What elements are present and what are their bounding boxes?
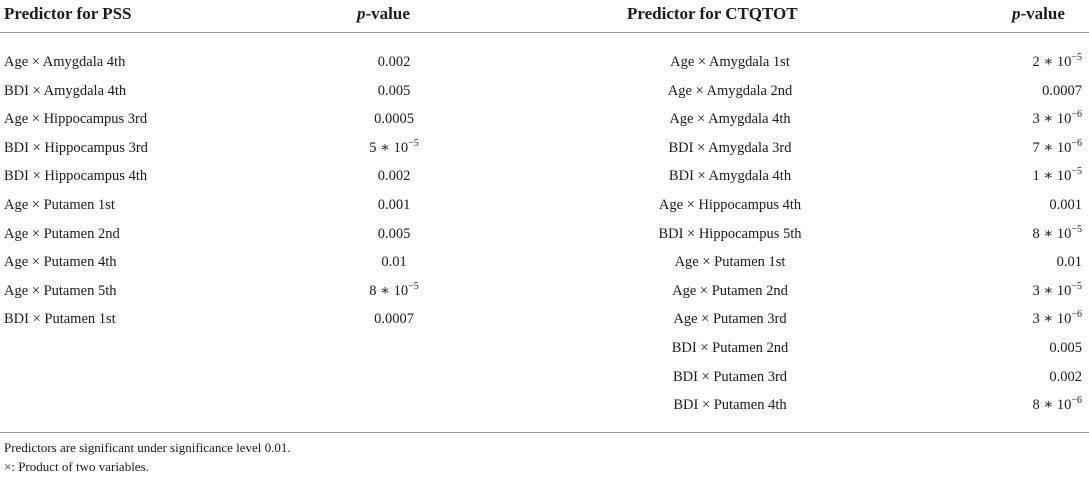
header-predictor-pss: Predictor for PSS [4,4,132,23]
p-value-cell: 8 ∗ 10−5 [300,277,488,306]
p-value-cell: 0.005 [377,225,411,242]
header-p-value-right: p-value [1012,4,1065,23]
predictor-cell: Age × Hippocampus 3rd [4,111,148,128]
p-value-cell: 1 ∗ 10−5 [860,162,1083,191]
predictor-cell: Age × Amygdala 2nd [667,82,793,99]
p-value-cell: 5 ∗ 10−5 [300,134,488,163]
p-value-cell: 3 ∗ 10−6 [860,305,1083,334]
predictor-cell: BDI × Hippocampus 3rd [4,139,148,156]
p-value-base: 3 ∗ 10 [1032,111,1072,128]
pss-p-value-column: 0.002 0.005 0.0005 5 ∗ 10−5 0.002 0.001 0.005 0… [300,48,488,334]
p-value-base: 7 ∗ 10 [1032,139,1072,156]
predictor-cell: Age × Putamen 5th [4,282,117,299]
p-value-base: 8 ∗ 10 [1032,397,1072,414]
p-value-base: 3 ∗ 10 [1032,311,1072,328]
p-value-cell: 8 ∗ 10−6 [860,391,1083,420]
p-value-cell: 7 ∗ 10−6 [860,134,1083,163]
predictor-cell: Age × Amygdala 4th [4,54,126,70]
p-value-exponent: −5 [408,137,419,149]
p-value-cell: 0.001 [1049,196,1082,213]
ctqtot-predictor-column: Age × Amygdala 1st Age × Amygdala 2nd Age … [600,48,860,420]
predictor-cell: Age × Putamen 4th [4,254,117,271]
ctqtot-p-value-column: 2 ∗ 10−5 0.0007 3 ∗ 10−6 7 ∗ 10−6 1 ∗ 10−5 0.… [860,48,1083,420]
footer-divider [0,432,1089,433]
predictor-cell: Age × Putamen 1st [674,254,786,271]
p-value-cell: 0.002 [1049,368,1082,385]
footnote-product: ×: Product of two variables. [4,459,149,474]
p-value-base: 8 ∗ 10 [369,282,409,299]
p-value-exponent: −5 [1071,223,1082,235]
p-value-cell: 8 ∗ 10−5 [860,220,1083,249]
predictor-cell: BDI × Amygdala 3rd [668,139,792,156]
p-value-cell: 0.005 [377,82,411,99]
p-value-base: 3 ∗ 10 [1032,282,1072,299]
p-value-exponent: −5 [408,280,419,292]
p-value-cell: 3 ∗ 10−6 [860,105,1083,134]
p-value-base: 1 ∗ 10 [1032,168,1072,185]
p-value-exponent: −5 [1071,166,1082,178]
p-value-cell: 0.002 [377,168,411,185]
predictor-cell: BDI × Amygdala 4th [4,82,127,99]
p-value-exponent: −5 [1071,280,1082,292]
predictor-cell: Age × Amygdala 1st [670,54,790,70]
p-value-exponent: −5 [1071,52,1082,63]
p-value-cell: 0.0005 [374,111,414,128]
p-value-cell: 0.001 [377,196,411,213]
header-predictor-ctqtot: Predictor for CTQTOT [627,4,798,23]
header-p-value-left: p-value [357,4,410,23]
predictor-cell: Age × Putamen 1st [4,196,115,213]
predictor-cell: Age × Putamen 2nd [672,282,788,299]
p-value-cell: 0.002 [377,54,411,70]
predictor-cell: BDI × Putamen 1st [4,311,116,328]
predictor-cell: BDI × Putamen 4th [673,397,787,414]
pss-predictor-column: Age × Amygdala 4th BDI × Amygdala 4th Age … [0,48,300,334]
predictor-cell: BDI × Putamen 2nd [671,339,789,356]
p-value-exponent: −6 [1071,137,1082,149]
p-value-base: 5 ∗ 10 [369,139,409,156]
header-divider [0,32,1089,33]
p-value-exponent: −6 [1071,109,1082,121]
p-value-base: 2 ∗ 10 [1032,54,1072,70]
p-value-cell: 0.0007 [1042,82,1082,99]
p-value-cell: 0.01 [381,254,407,271]
predictor-cell: Age × Putamen 3rd [673,311,787,328]
p-value-cell: 0.0007 [374,311,414,328]
p-value-exponent: −6 [1071,309,1082,321]
p-value-cell: 2 ∗ 10−5 [860,48,1083,77]
predictor-cell: BDI × Amygdala 4th [668,168,792,185]
predictor-cell: BDI × Putamen 3rd [672,368,788,385]
footnote-significance: Predictors are significant under signifi… [4,440,291,455]
p-value-cell: 0.005 [1049,339,1082,356]
p-value-cell: 3 ∗ 10−5 [860,277,1083,306]
predictor-cell: BDI × Hippocampus 4th [4,168,148,185]
predictor-cell: BDI × Hippocampus 5th [658,225,802,242]
predictor-cell: Age × Putamen 2nd [4,225,120,242]
p-value-cell: 0.01 [1056,254,1082,271]
p-value-exponent: −6 [1071,395,1082,407]
p-value-base: 8 ∗ 10 [1032,225,1072,242]
predictor-cell: Age × Amygdala 4th [669,111,791,128]
predictor-cell: Age × Hippocampus 4th [658,196,802,213]
